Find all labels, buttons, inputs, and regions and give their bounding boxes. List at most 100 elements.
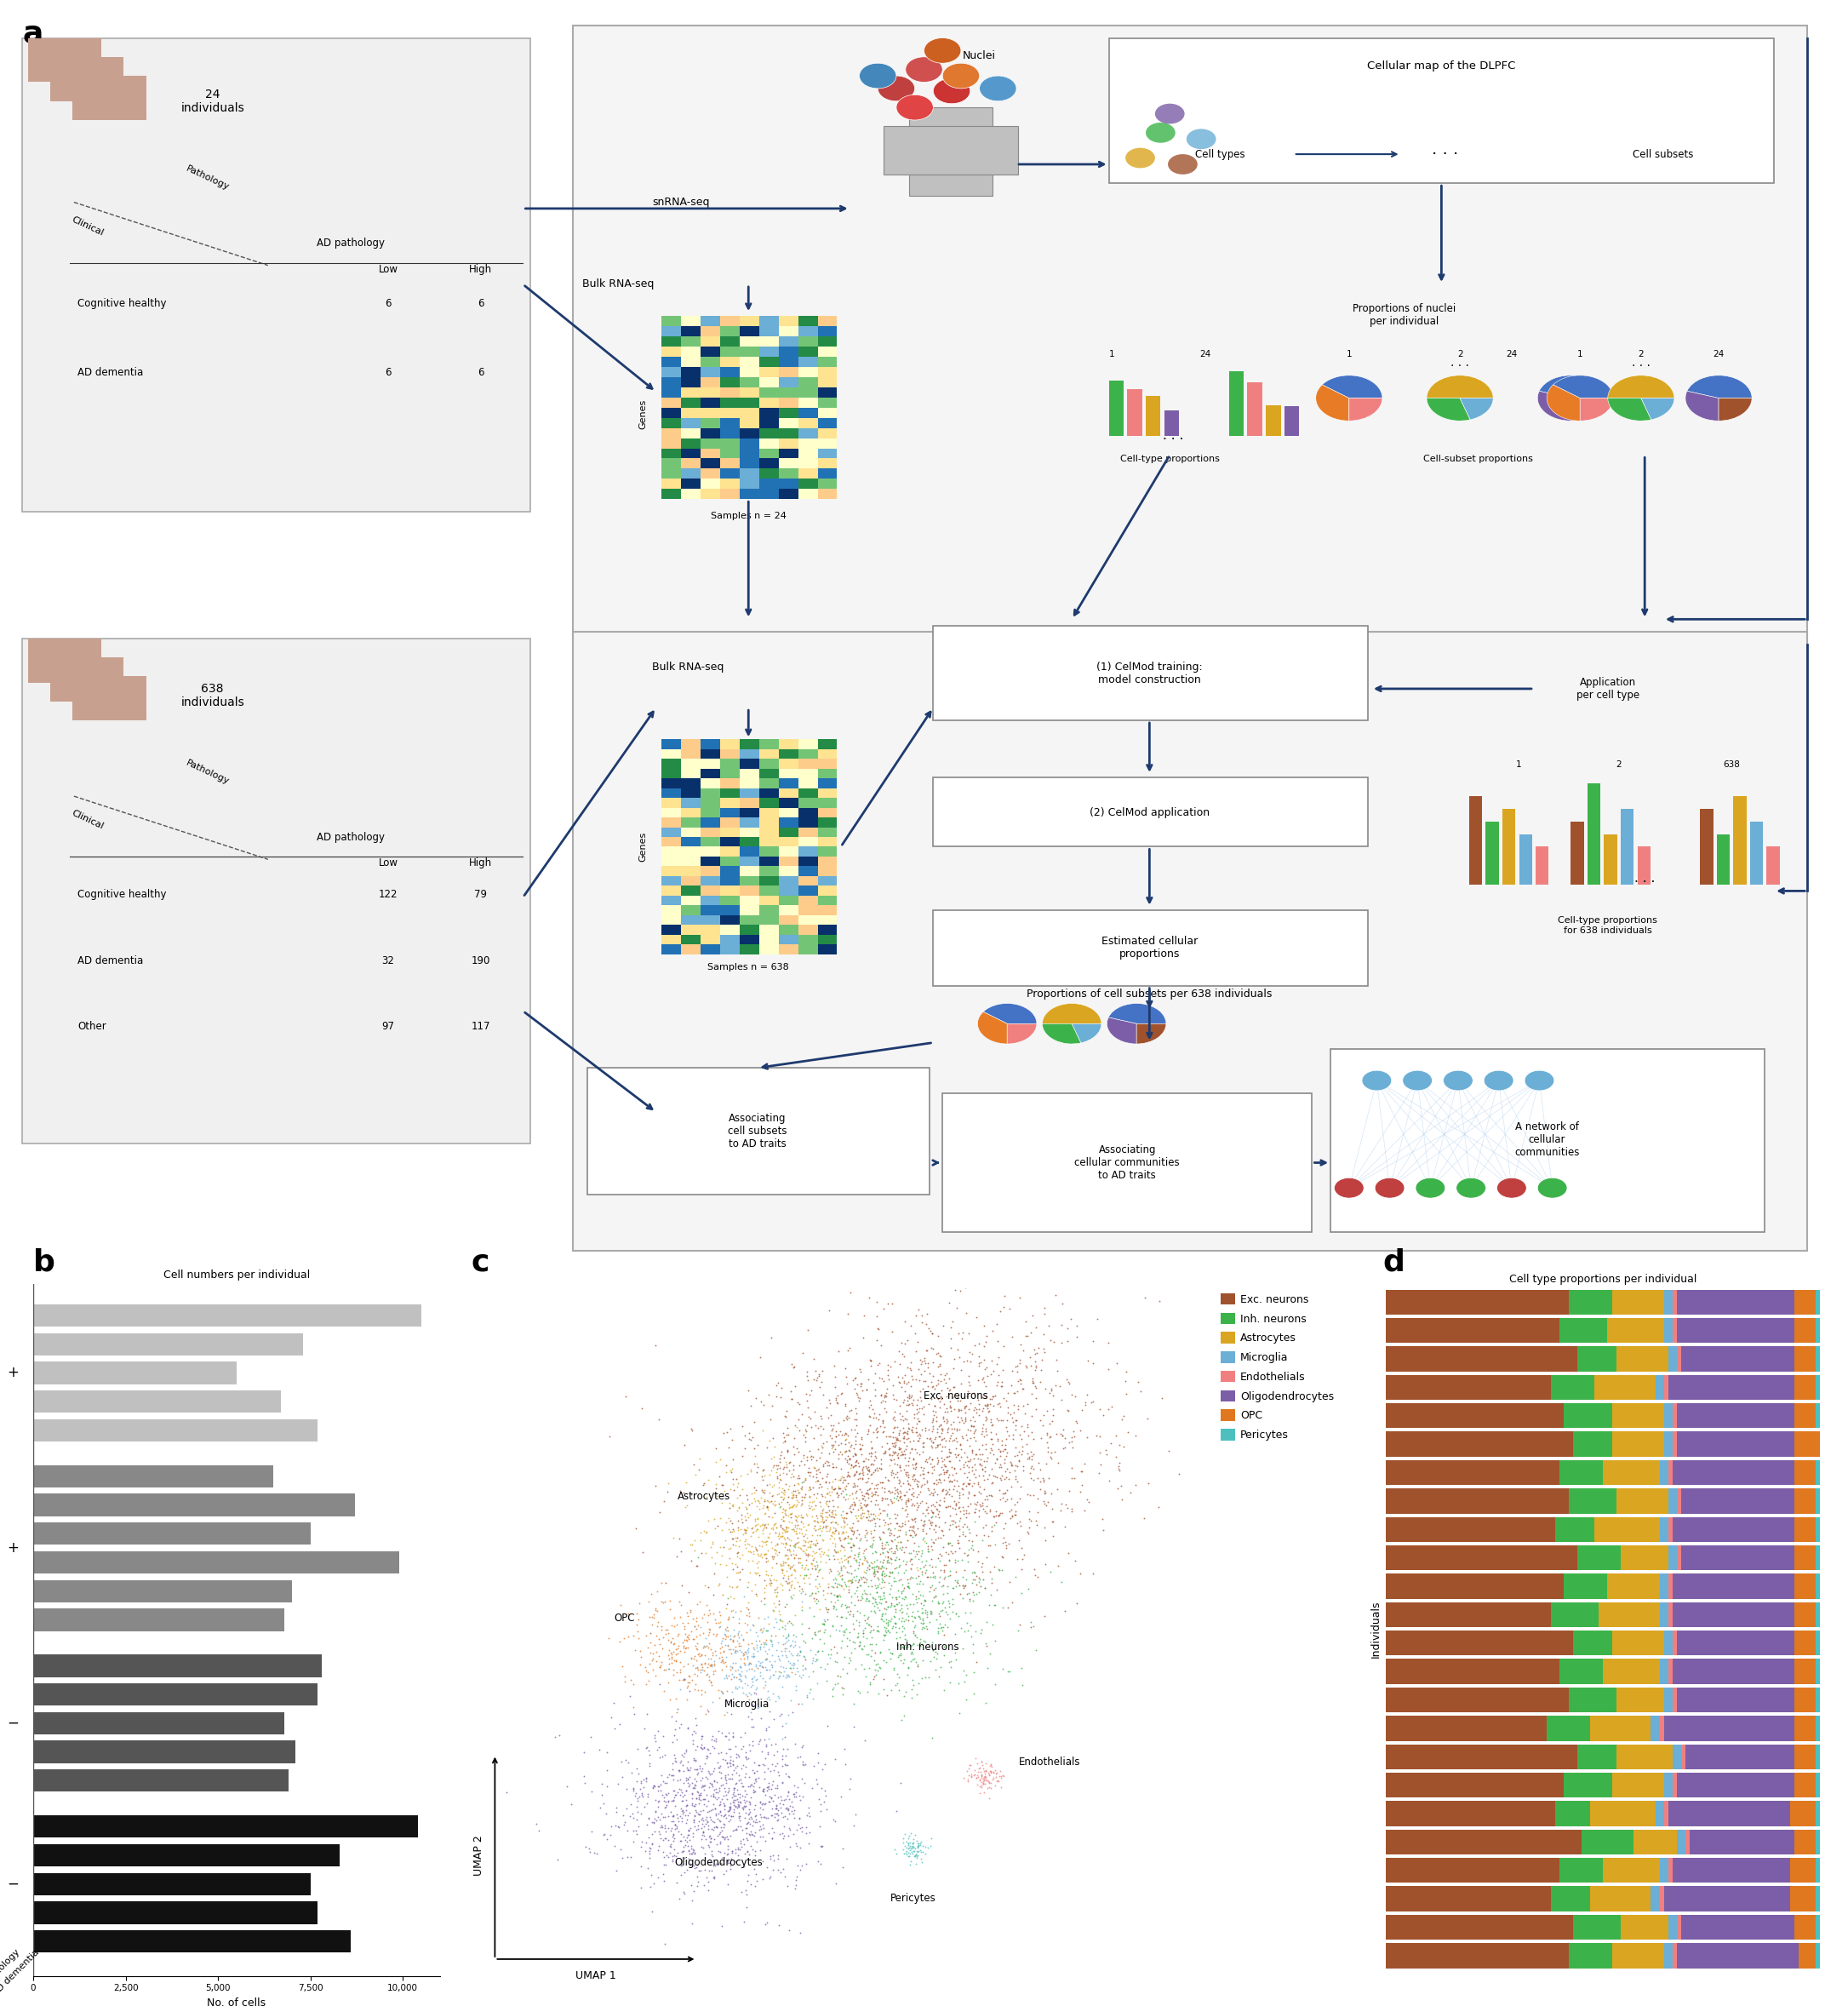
Point xyxy=(893,1827,922,1860)
Point xyxy=(983,1500,1013,1533)
Point xyxy=(889,1418,918,1450)
Bar xyxy=(682,945,700,955)
Point xyxy=(907,1597,937,1629)
Point xyxy=(1002,1460,1031,1492)
Point xyxy=(711,1763,741,1795)
Point xyxy=(824,1428,854,1460)
Point xyxy=(869,1517,898,1549)
Point xyxy=(769,1482,798,1515)
Point xyxy=(845,1492,874,1525)
Point xyxy=(686,1619,715,1651)
Bar xyxy=(1576,1346,1617,1372)
Point xyxy=(798,1641,828,1673)
Point xyxy=(942,1292,972,1324)
Point xyxy=(608,1651,638,1683)
Point xyxy=(845,1352,874,1384)
Bar xyxy=(700,816,721,826)
Point xyxy=(739,1775,769,1807)
Point xyxy=(808,1535,837,1567)
Point xyxy=(887,1583,917,1615)
Point xyxy=(863,1472,893,1504)
Point xyxy=(887,1484,917,1517)
Point xyxy=(809,1480,839,1513)
Point xyxy=(1135,1468,1164,1500)
Point xyxy=(955,1749,985,1781)
Point xyxy=(700,1635,730,1667)
Point xyxy=(902,1416,931,1448)
Point xyxy=(870,1386,900,1418)
Point xyxy=(693,1605,723,1637)
Point xyxy=(835,1276,865,1308)
Point xyxy=(761,1607,791,1639)
Point xyxy=(909,1525,939,1557)
Point xyxy=(737,1767,767,1799)
Point xyxy=(992,1529,1022,1561)
Point xyxy=(1003,1446,1033,1478)
Point xyxy=(967,1759,996,1791)
Point xyxy=(778,1450,808,1482)
Point xyxy=(983,1460,1013,1492)
Point xyxy=(1016,1350,1046,1382)
Point xyxy=(845,1543,874,1575)
Point xyxy=(802,1667,832,1699)
Point xyxy=(857,1432,887,1464)
Point xyxy=(863,1416,893,1448)
Point xyxy=(789,1448,819,1480)
Point xyxy=(857,1502,887,1535)
Text: High: High xyxy=(469,859,492,869)
Point xyxy=(894,1519,924,1551)
Point xyxy=(889,1575,918,1607)
Point xyxy=(728,1410,758,1442)
Point xyxy=(693,1755,723,1787)
Point xyxy=(1037,1442,1066,1474)
Bar xyxy=(760,905,778,915)
Point xyxy=(859,1472,889,1504)
Point xyxy=(1124,1366,1153,1398)
Point xyxy=(924,1607,954,1639)
Point xyxy=(650,1791,680,1823)
Point xyxy=(652,1840,682,1872)
Point xyxy=(697,1805,726,1837)
Point xyxy=(889,1573,918,1605)
Point xyxy=(967,1476,996,1509)
Bar xyxy=(1685,1745,1794,1769)
Point xyxy=(872,1545,902,1577)
Point xyxy=(793,1509,822,1541)
Bar xyxy=(33,1332,303,1356)
Point xyxy=(756,1513,785,1545)
Point xyxy=(673,1745,702,1777)
Text: 24: 24 xyxy=(1506,349,1517,359)
Point xyxy=(918,1635,948,1667)
Point xyxy=(645,1651,675,1683)
Point xyxy=(673,1607,702,1639)
Point xyxy=(723,1635,752,1667)
Point xyxy=(771,1707,800,1739)
Bar xyxy=(1663,1432,1672,1456)
Point xyxy=(918,1496,948,1529)
Bar xyxy=(760,740,778,748)
Point xyxy=(802,1464,832,1496)
Text: Low: Low xyxy=(379,263,397,275)
Point xyxy=(1057,1492,1087,1525)
Point xyxy=(891,1531,920,1563)
Point xyxy=(758,1821,787,1854)
Point xyxy=(689,1787,719,1819)
Point xyxy=(691,1743,721,1775)
Point xyxy=(772,1539,802,1571)
Point xyxy=(748,1763,778,1795)
Point xyxy=(774,1446,804,1478)
Point xyxy=(965,1470,994,1502)
Point xyxy=(880,1653,909,1685)
Point xyxy=(845,1609,874,1641)
Point xyxy=(941,1484,970,1517)
Point xyxy=(765,1464,795,1496)
Point xyxy=(907,1458,937,1490)
Point xyxy=(861,1615,891,1647)
Point xyxy=(743,1551,772,1583)
Point xyxy=(774,1549,804,1581)
Point xyxy=(887,1527,917,1559)
Point xyxy=(852,1515,881,1547)
Point xyxy=(933,1432,963,1464)
Point xyxy=(898,1831,928,1864)
Point xyxy=(881,1581,911,1613)
